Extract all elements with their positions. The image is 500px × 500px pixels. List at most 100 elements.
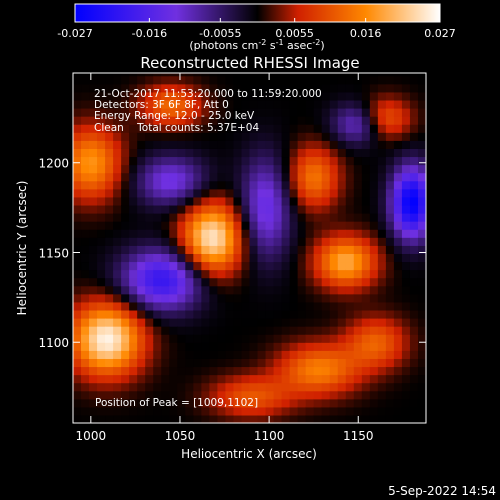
heatmap-cell: [161, 293, 170, 303]
heatmap-cell: [225, 116, 235, 125]
heatmap-cell: [417, 342, 426, 351]
heatmap-cell: [73, 91, 82, 101]
heatmap-cell: [137, 204, 146, 214]
heatmap-cell: [129, 229, 138, 238]
heatmap-cell: [281, 213, 291, 222]
heatmap-cell: [161, 245, 170, 254]
heatmap-cell: [289, 148, 299, 158]
heatmap-cell: [201, 83, 210, 93]
heatmap-cell: [297, 99, 307, 109]
heatmap-cell: [161, 99, 170, 109]
heatmap-cell: [105, 414, 114, 423]
heatmap-cell: [113, 245, 122, 254]
heatmap-cell: [193, 221, 202, 230]
heatmap-cell: [409, 116, 419, 125]
heatmap-cell: [161, 326, 170, 335]
heatmap-cell: [385, 140, 395, 149]
heatmap-cell: [265, 374, 275, 384]
heatmap-cell: [401, 75, 411, 85]
heatmap-cell: [241, 414, 251, 423]
heatmap-cell: [281, 204, 291, 214]
heatmap-cell: [281, 269, 291, 279]
heatmap-cell: [313, 180, 323, 190]
heatmap-cell: [257, 253, 267, 263]
heatmap-cell: [393, 285, 403, 295]
heatmap-cell: [97, 221, 106, 230]
heatmap-cell: [169, 374, 178, 384]
heatmap-cell: [337, 366, 347, 376]
heatmap-cell: [385, 350, 395, 359]
heatmap-cell: [145, 172, 154, 182]
heatmap-cell: [377, 99, 387, 109]
heatmap-cell: [113, 156, 122, 166]
heatmap-cell: [73, 334, 82, 343]
heatmap-cell: [145, 277, 154, 287]
heatmap-cell: [329, 132, 339, 141]
heatmap-cell: [193, 164, 202, 174]
heatmap-cell: [201, 301, 210, 311]
heatmap-cell: [257, 108, 267, 117]
heatmap-cell: [241, 164, 251, 174]
heatmap-cell: [329, 108, 339, 117]
heatmap-cell: [89, 213, 98, 222]
heatmap-cell: [297, 253, 307, 263]
heatmap-cell: [217, 156, 227, 166]
heatmap-cell: [153, 390, 162, 400]
heatmap-cell: [177, 99, 186, 109]
heatmap-cell: [265, 318, 275, 327]
heatmap-cell: [409, 83, 419, 93]
heatmap-cell: [241, 406, 251, 416]
heatmap-cell: [257, 172, 267, 182]
heatmap-cell: [281, 398, 291, 408]
heatmap-cell: [113, 116, 122, 125]
heatmap-cell: [209, 148, 219, 158]
heatmap-cell: [241, 285, 251, 295]
heatmap-cell: [105, 164, 114, 174]
heatmap-cell: [289, 398, 299, 408]
heatmap-cell: [137, 75, 146, 85]
heatmap-cell: [161, 334, 170, 343]
heatmap-cell: [281, 342, 291, 351]
heatmap-cell: [185, 188, 194, 198]
heatmap-cell: [257, 221, 267, 230]
heatmap-cell: [353, 390, 363, 400]
heatmap-cell: [105, 326, 114, 335]
heatmap-cell: [305, 221, 315, 230]
heatmap-cell: [217, 398, 227, 408]
heatmap-cell: [105, 301, 114, 311]
heatmap-cell: [377, 148, 387, 158]
heatmap-cell: [321, 180, 331, 190]
heatmap-cell: [257, 73, 267, 77]
heatmap-cell: [193, 326, 202, 335]
heatmap-cell: [105, 204, 114, 214]
heatmap-cell: [377, 245, 387, 254]
heatmap-cell: [193, 196, 202, 206]
heatmap-cell: [249, 293, 259, 303]
heatmap-cell: [273, 213, 283, 222]
heatmap-cell: [409, 156, 419, 166]
heatmap-cell: [209, 156, 219, 166]
heatmap-cell: [209, 366, 219, 376]
heatmap-cell: [193, 253, 202, 263]
heatmap-cell: [161, 124, 170, 133]
heatmap-cell: [177, 406, 186, 416]
heatmap-cell: [249, 132, 259, 141]
heatmap-cell: [313, 374, 323, 384]
heatmap-cell: [97, 414, 106, 423]
annotation-clean-counts: Clean Total counts: 5.37E+04: [94, 122, 259, 134]
heatmap-cell: [329, 75, 339, 85]
heatmap-cell: [297, 350, 307, 359]
heatmap-cell: [185, 318, 194, 327]
x-tick-label: 1150: [343, 429, 374, 443]
heatmap-cell: [305, 204, 315, 214]
heatmap-cell: [137, 124, 146, 133]
heatmap-cell: [377, 204, 387, 214]
heatmap-cell: [241, 342, 251, 351]
heatmap-cell: [153, 221, 162, 230]
heatmap-cell: [257, 140, 267, 149]
heatmap-cell: [193, 269, 202, 279]
heatmap-cell: [129, 99, 138, 109]
heatmap-cell: [401, 188, 411, 198]
heatmap-cell: [297, 164, 307, 174]
heatmap-cell: [345, 318, 355, 327]
